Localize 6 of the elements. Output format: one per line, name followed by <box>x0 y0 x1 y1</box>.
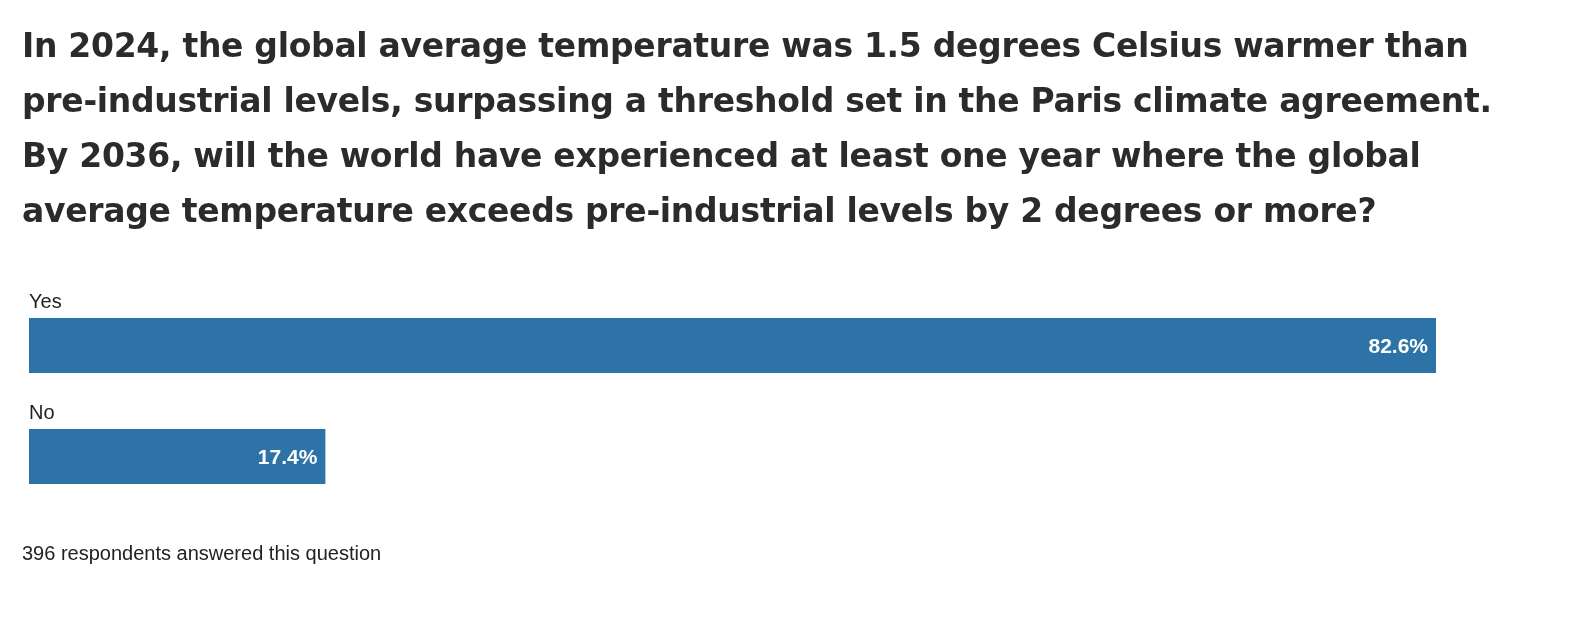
data-label: 82.6% <box>1368 333 1429 357</box>
data-label: 17.4% <box>257 444 318 468</box>
chart-title: In 2024, the global average temperature was 1.5 degrees Celsius warmer than pre-industrial levels, surpassing a threshold set in the Paris climate agreement. By 2036, will the world have experienced at least one year where the global average temperature exceeds pre-industrial levels by 2 degrees or more? <box>21 25 1493 232</box>
y-tick-label: No <box>29 401 55 423</box>
text: 396 respondents answered this question <box>21 542 383 565</box>
y-tick-label: Yes <box>29 290 62 312</box>
